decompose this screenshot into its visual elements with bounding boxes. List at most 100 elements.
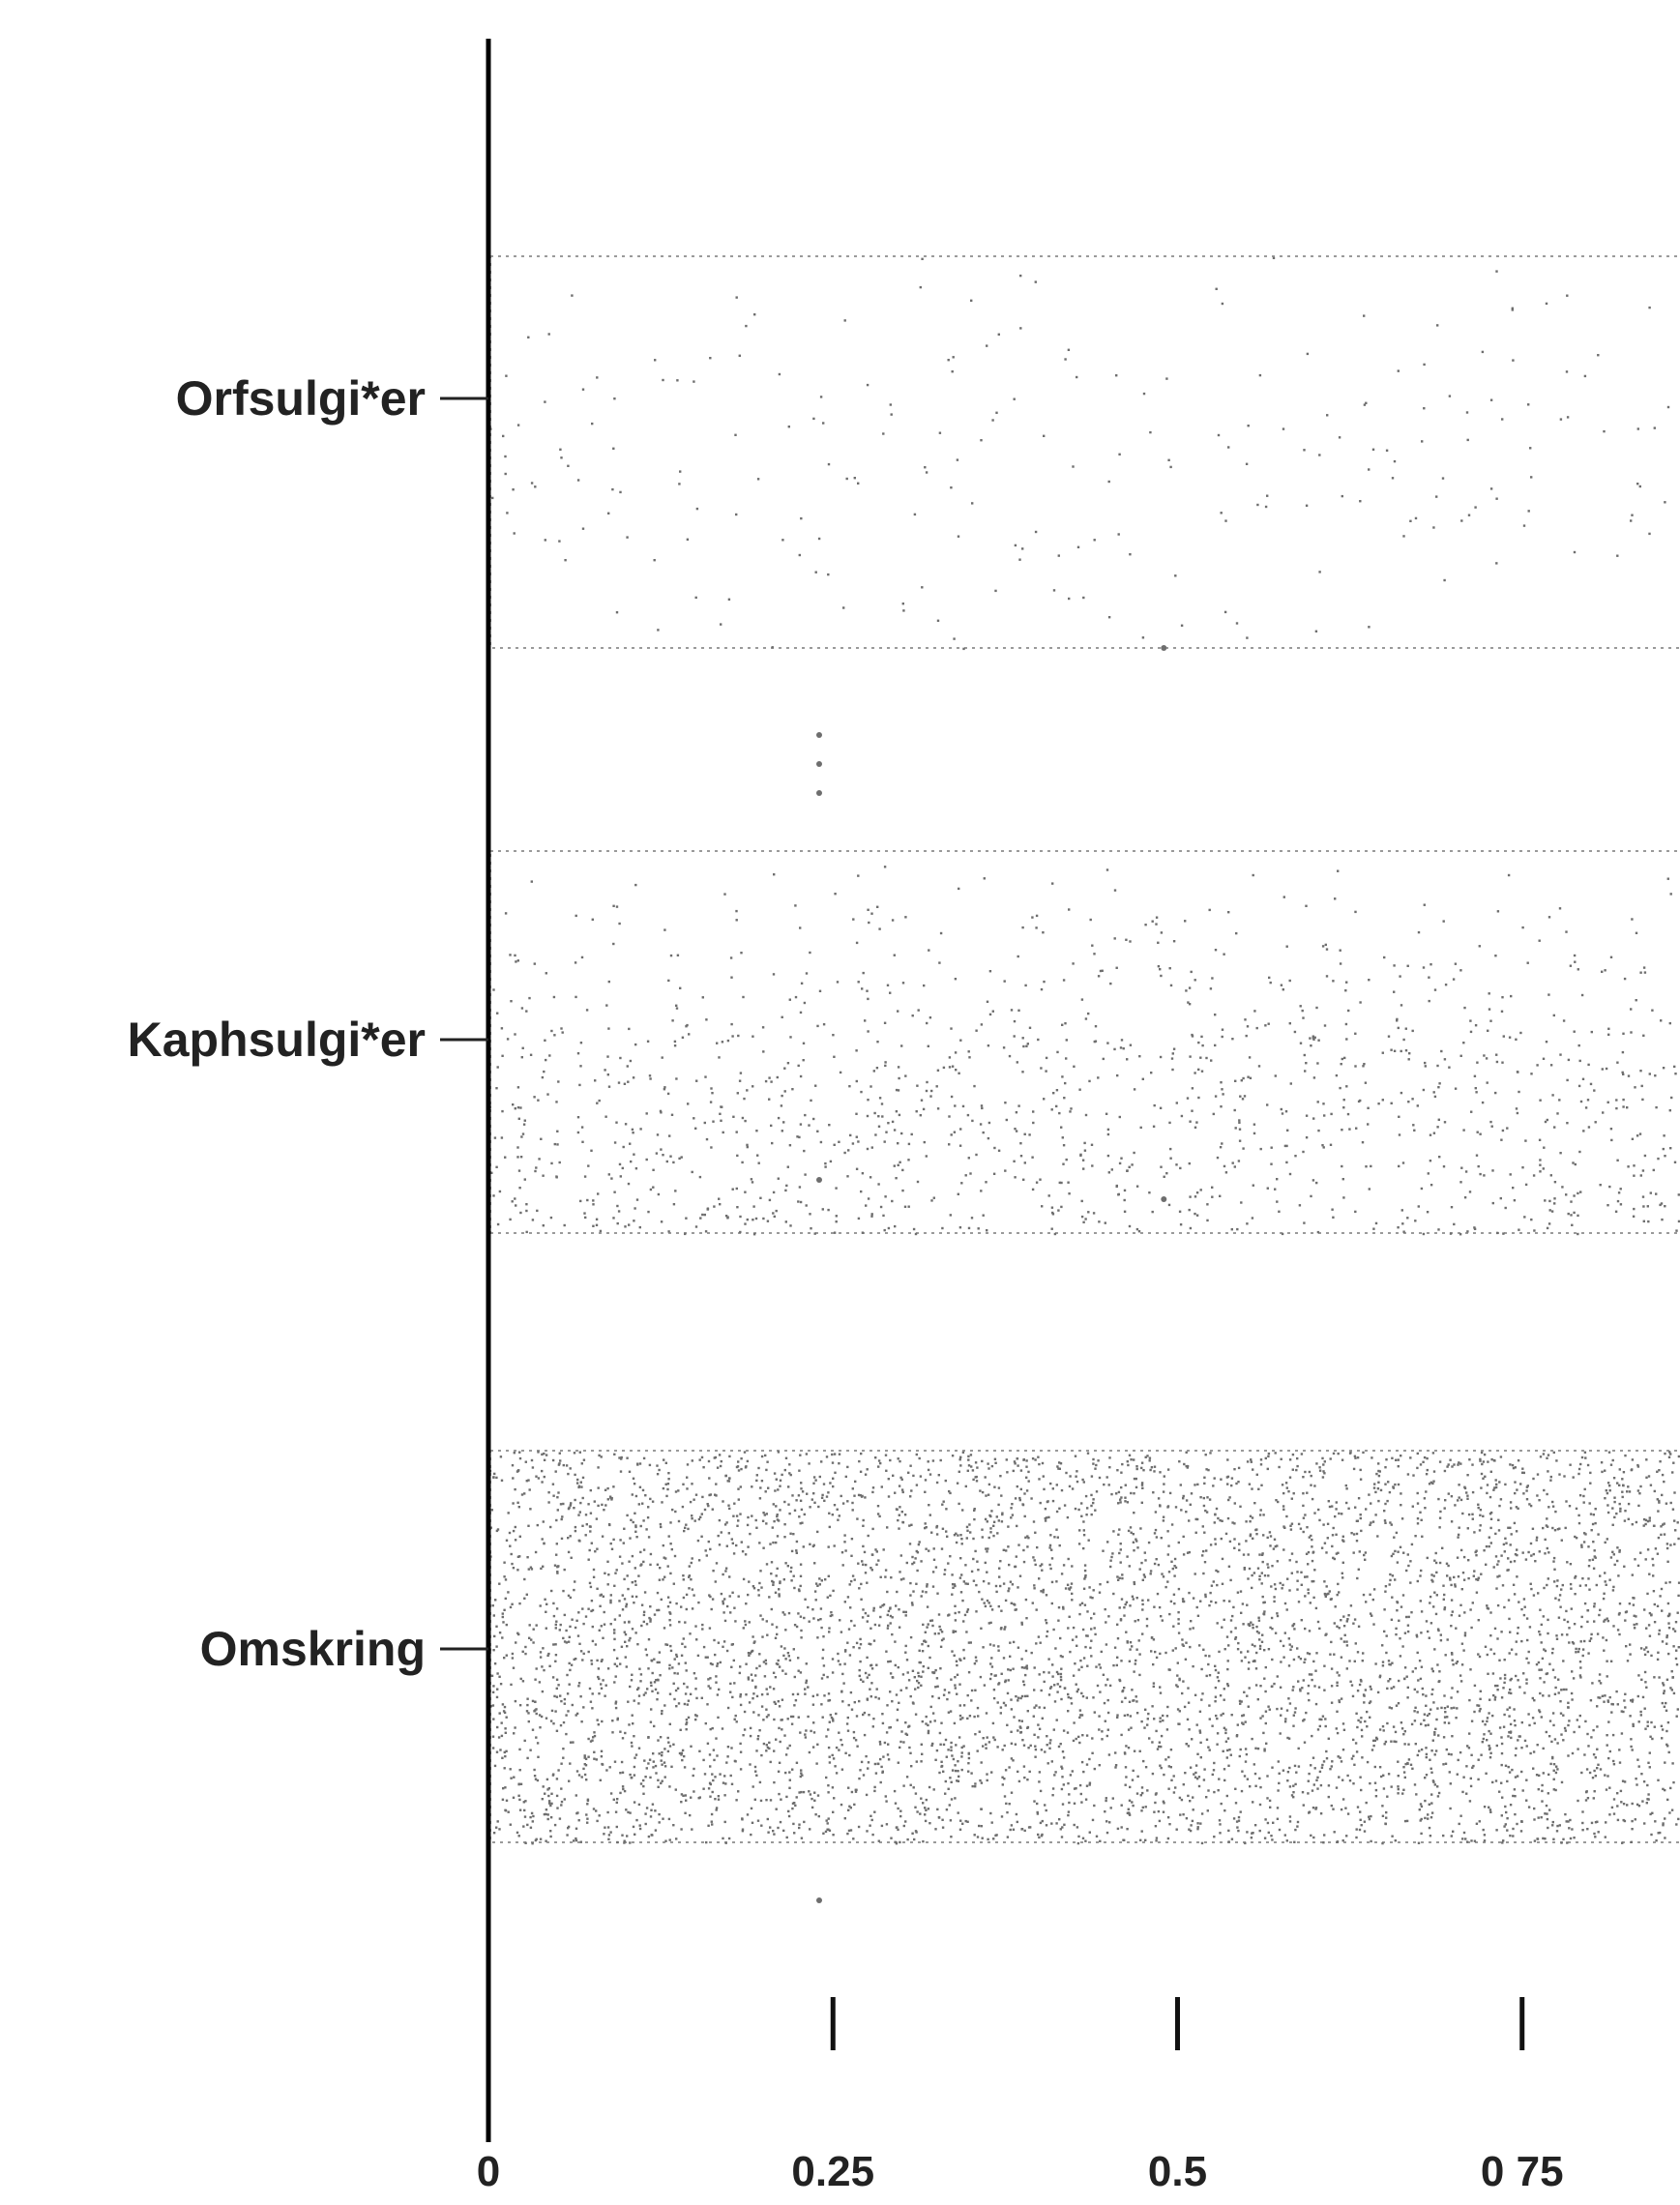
data-point [967, 1157, 970, 1160]
data-point [1217, 1570, 1220, 1573]
data-point [521, 1680, 525, 1683]
data-point [1425, 1774, 1429, 1777]
data-point [1639, 1070, 1642, 1073]
data-point [1656, 1470, 1659, 1473]
data-point [1675, 1823, 1678, 1826]
data-point [1581, 1821, 1584, 1825]
data-point [599, 1229, 603, 1233]
data-point [867, 997, 869, 1001]
data-point [710, 1820, 713, 1823]
data-point [706, 1208, 710, 1211]
data-point [1643, 1608, 1646, 1611]
data-point [1145, 1625, 1149, 1628]
data-point [1469, 1030, 1473, 1034]
data-point [1048, 1687, 1052, 1690]
data-point [923, 1140, 926, 1144]
data-point [1116, 1827, 1120, 1831]
data-point [662, 378, 664, 382]
data-point [660, 1111, 663, 1114]
data-point [772, 1688, 776, 1690]
data-point [1278, 1781, 1281, 1785]
data-point [505, 1623, 508, 1627]
data-point [1677, 1817, 1680, 1821]
data-point [1115, 1184, 1118, 1188]
data-point [816, 1584, 819, 1587]
data-point [1649, 1191, 1652, 1194]
data-point [1616, 1559, 1619, 1563]
data-point [851, 1487, 854, 1490]
data-point [819, 1607, 823, 1610]
data-point [1253, 1824, 1257, 1827]
data-point [907, 1159, 910, 1161]
data-point [857, 482, 860, 485]
data-point [1012, 1759, 1015, 1762]
data-point [937, 1613, 941, 1616]
data-point [723, 1820, 726, 1824]
data-point [579, 1650, 583, 1653]
data-point [1257, 1619, 1261, 1622]
data-point [846, 1729, 850, 1732]
data-point [577, 1819, 580, 1822]
data-point [1648, 532, 1651, 536]
data-point [870, 1215, 873, 1218]
data-point [618, 1600, 621, 1602]
data-point [1208, 1718, 1211, 1720]
data-point [1577, 1467, 1581, 1471]
data-point [783, 1090, 786, 1093]
data-point [1276, 1807, 1280, 1809]
data-point [1661, 1493, 1664, 1497]
data-point [722, 1645, 724, 1648]
data-point [949, 1491, 952, 1495]
data-point [613, 1618, 617, 1621]
data-point [540, 1715, 544, 1719]
data-point [1520, 1720, 1523, 1724]
data-point [968, 1056, 971, 1059]
data-point [656, 1698, 659, 1701]
data-point [1489, 1648, 1492, 1651]
data-point [669, 954, 673, 957]
data-point [1423, 1719, 1426, 1721]
data-point [632, 1722, 634, 1725]
data-point [611, 1720, 614, 1722]
data-point [744, 1466, 748, 1469]
data-point [1347, 1614, 1350, 1617]
data-point [1072, 465, 1075, 468]
data-point [1616, 1159, 1619, 1161]
data-point [1676, 1611, 1679, 1614]
data-point [1134, 1620, 1136, 1623]
data-point [980, 1808, 983, 1810]
data-point [857, 981, 860, 984]
data-point [557, 1080, 560, 1083]
data-point [1058, 1181, 1061, 1185]
data-point [1295, 1468, 1298, 1472]
data-point [948, 1143, 951, 1146]
strip-band-orfsulgi-er [489, 255, 1680, 649]
data-point [1648, 1073, 1651, 1075]
data-point [1381, 1661, 1385, 1663]
data-point [1407, 1058, 1410, 1061]
data-point [1295, 1560, 1298, 1564]
data-point [1406, 1696, 1409, 1699]
data-point [926, 1626, 928, 1629]
data-point [837, 1652, 840, 1656]
data-point [1116, 1637, 1120, 1640]
data-point [1139, 1527, 1142, 1530]
data-point [1538, 939, 1541, 942]
data-point [1310, 1484, 1312, 1486]
data-point [781, 1130, 783, 1132]
data-point [1394, 1483, 1397, 1486]
data-point [1581, 1648, 1585, 1651]
data-point [1222, 1712, 1224, 1716]
data-point [1419, 1600, 1422, 1602]
data-point [1056, 1690, 1059, 1693]
data-point [1494, 1532, 1497, 1536]
data-point [996, 1701, 999, 1704]
data-point [1089, 1646, 1092, 1650]
data-point [1242, 1076, 1245, 1080]
data-point [1483, 1054, 1486, 1057]
data-point [961, 1599, 964, 1602]
data-point [1245, 462, 1249, 465]
data-point [720, 1119, 722, 1122]
data-point [1371, 1598, 1374, 1602]
data-point [730, 976, 733, 979]
